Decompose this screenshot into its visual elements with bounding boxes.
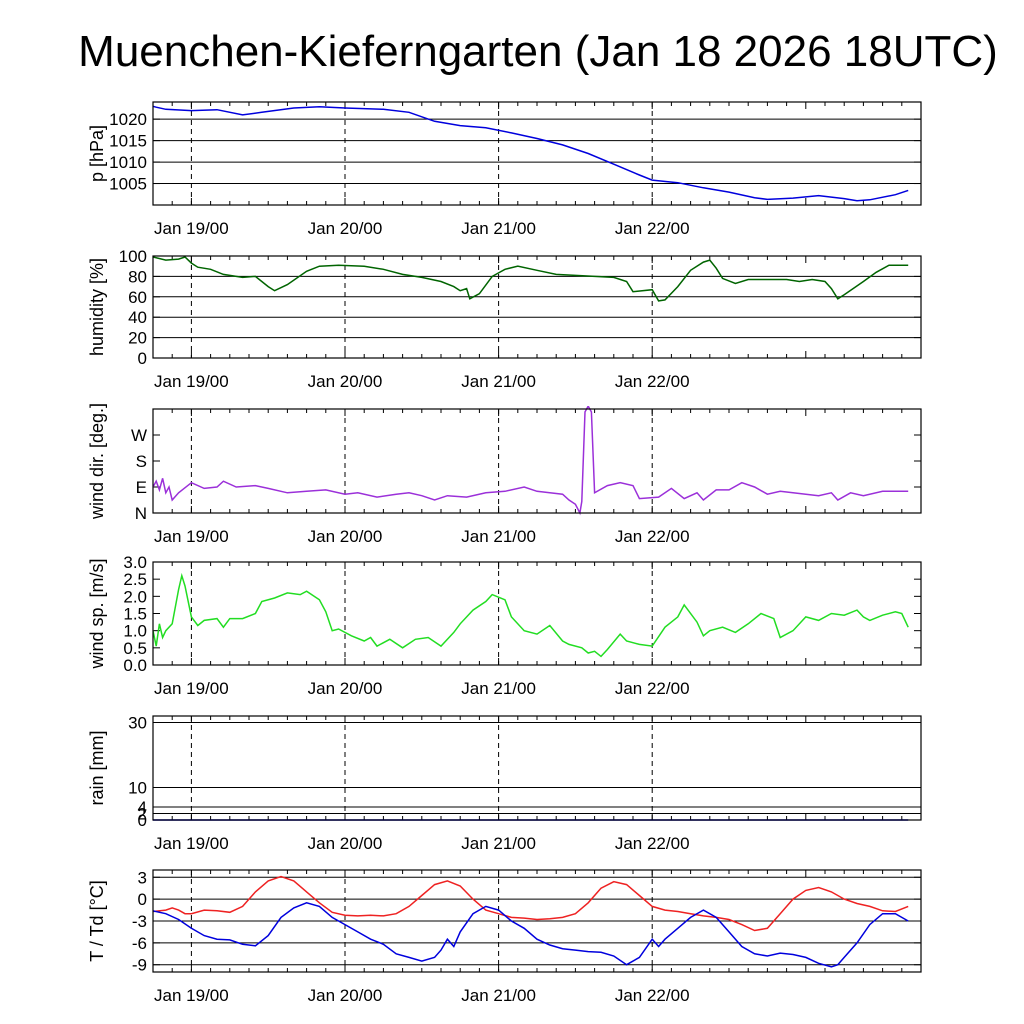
y-tick-label-pressure-0: 1005 (109, 175, 147, 194)
series-line-pressure-0 (153, 105, 909, 202)
y-tick-label-temperature-2: -3 (132, 912, 147, 931)
plot-frame-humidity (152, 255, 922, 359)
plot-frame-wind_speed (152, 561, 922, 666)
y-axis-label-wind_direction: wind dir. [deg.] (87, 403, 107, 520)
y-axis-label-humidity: humidity [%] (87, 258, 107, 356)
y-tick-label-temperature-0: 3 (138, 868, 147, 887)
y-tick-label-rain-1: 2 (138, 805, 147, 824)
series-line-wind_speed-0 (153, 572, 909, 658)
x-tick-label-rain-3: Jan 22/00 (615, 834, 690, 853)
plot-frame-rain (152, 715, 922, 821)
x-tick-label-humidity-0: Jan 19/00 (154, 372, 229, 391)
y-tick-label-wind_speed-1: 0.5 (123, 639, 147, 658)
y-tick-label-wind_direction-3: W (131, 426, 147, 445)
x-tick-label-rain-1: Jan 20/00 (308, 834, 383, 853)
y-axis-label-wind_speed: wind sp. [m/s] (87, 558, 107, 669)
y-tick-label-rain-3: 10 (128, 779, 147, 798)
x-tick-label-temperature-3: Jan 22/00 (615, 986, 690, 1005)
y-tick-label-temperature-3: -6 (132, 934, 147, 953)
y-axis-label-rain: rain [mm] (87, 730, 107, 805)
y-tick-label-wind_direction-0: N (135, 504, 147, 523)
x-tick-label-rain-2: Jan 21/00 (461, 834, 536, 853)
x-tick-label-pressure-3: Jan 22/00 (615, 219, 690, 238)
y-tick-label-temperature-1: 0 (138, 890, 147, 909)
x-tick-label-temperature-2: Jan 21/00 (461, 986, 536, 1005)
y-tick-label-wind_direction-2: S (136, 452, 147, 471)
x-tick-label-wind_direction-3: Jan 22/00 (615, 527, 690, 546)
x-tick-label-wind_speed-0: Jan 19/00 (154, 679, 229, 698)
x-tick-label-temperature-0: Jan 19/00 (154, 986, 229, 1005)
chart-title: Muenchen-Kieferngarten (Jan 18 2026 18UT… (78, 27, 998, 76)
x-tick-label-wind_direction-2: Jan 21/00 (461, 527, 536, 546)
series-line-temperature-0 (153, 875, 909, 932)
y-tick-label-wind_speed-4: 2.0 (123, 587, 147, 606)
panel-temperature: 3 0 -3 -6 -9 Jan 19/00 Jan 20/00 Jan 21/00 Jan 2… (87, 868, 922, 1005)
x-tick-label-wind_direction-0: Jan 19/00 (154, 527, 229, 546)
series-line-humidity-0 (153, 256, 909, 302)
y-tick-label-pressure-3: 1020 (109, 110, 147, 129)
series-line-wind_direction-0 (153, 406, 909, 516)
y-tick-label-wind_direction-1: E (136, 478, 147, 497)
y-tick-label-humidity-2: 40 (128, 308, 147, 327)
y-tick-label-humidity-5: 100 (119, 247, 147, 266)
x-tick-label-wind_speed-3: Jan 22/00 (615, 679, 690, 698)
y-tick-label-humidity-3: 60 (128, 288, 147, 307)
x-tick-label-pressure-0: Jan 19/00 (154, 219, 229, 238)
y-tick-label-pressure-2: 1015 (109, 132, 147, 151)
x-tick-label-humidity-1: Jan 20/00 (308, 372, 383, 391)
panel-pressure: 1005 1010 1015 1020 Jan 19/00 Jan 20/00 Jan 21… (87, 101, 922, 238)
y-axis-label-temperature: T / Td [°C] (87, 880, 107, 962)
x-tick-label-pressure-2: Jan 21/00 (461, 219, 536, 238)
y-tick-label-humidity-4: 80 (128, 267, 147, 286)
y-axis-label-pressure: p [hPa] (87, 125, 107, 182)
y-tick-label-humidity-1: 20 (128, 329, 147, 348)
plot-frame-pressure (152, 101, 922, 206)
y-tick-label-wind_speed-5: 2.5 (123, 570, 147, 589)
y-tick-label-wind_speed-2: 1.0 (123, 622, 147, 641)
y-tick-label-wind_speed-3: 1.5 (123, 605, 147, 624)
x-tick-label-wind_direction-1: Jan 20/00 (308, 527, 383, 546)
x-tick-label-humidity-3: Jan 22/00 (615, 372, 690, 391)
y-tick-label-humidity-0: 0 (138, 349, 147, 368)
series-line-temperature-1 (153, 902, 909, 968)
x-tick-label-rain-0: Jan 19/00 (154, 834, 229, 853)
x-tick-label-wind_speed-1: Jan 20/00 (308, 679, 383, 698)
panel-wind_speed: 0.00.51.01.52.02.53.0 Jan 19/00 Jan 20/00 J… (87, 553, 922, 698)
y-tick-label-wind_speed-6: 3.0 (123, 553, 147, 572)
y-tick-label-rain-4: 30 (128, 714, 147, 733)
x-tick-label-temperature-1: Jan 20/00 (308, 986, 383, 1005)
y-tick-label-rain-2: 4 (138, 798, 147, 817)
y-tick-label-temperature-4: -9 (132, 956, 147, 975)
plot-frame-temperature (152, 869, 922, 973)
y-tick-label-wind_speed-0: 0.0 (123, 656, 147, 675)
x-tick-label-humidity-2: Jan 21/00 (461, 372, 536, 391)
plot-frame-wind_direction (152, 408, 922, 514)
y-tick-label-rain-0: 0 (138, 811, 147, 830)
x-tick-label-wind_speed-2: Jan 21/00 (461, 679, 536, 698)
x-tick-label-pressure-1: Jan 20/00 (308, 219, 383, 238)
y-tick-label-pressure-1: 1010 (109, 153, 147, 172)
